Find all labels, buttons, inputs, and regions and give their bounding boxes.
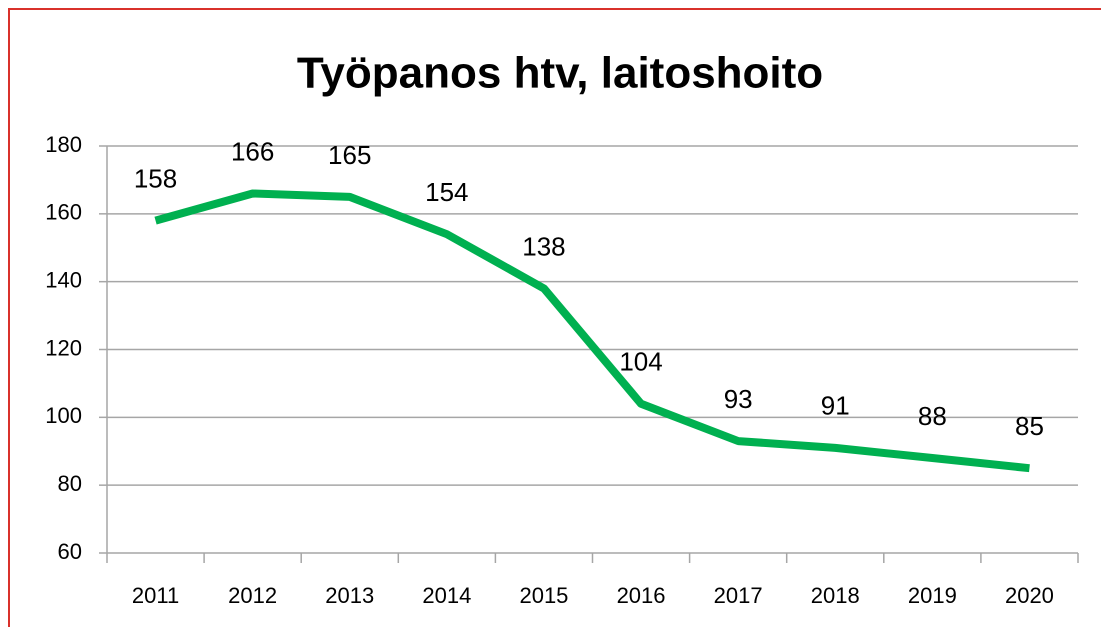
x-tick-label: 2011 xyxy=(132,583,179,608)
data-label: 85 xyxy=(1015,411,1044,441)
y-tick-label: 100 xyxy=(45,403,82,428)
data-label: 93 xyxy=(724,384,753,414)
chart-border xyxy=(8,8,1101,627)
x-tick-label: 2016 xyxy=(617,583,666,608)
data-label: 104 xyxy=(619,347,662,377)
data-label: 88 xyxy=(918,401,947,431)
x-tick-label: 2013 xyxy=(325,583,374,608)
data-label: 165 xyxy=(328,140,371,170)
y-tick-label: 60 xyxy=(58,539,82,564)
y-tick-label: 160 xyxy=(45,200,82,225)
data-label: 138 xyxy=(522,231,565,261)
x-tick-label: 2017 xyxy=(714,583,763,608)
x-tick-label: 2012 xyxy=(228,583,277,608)
x-tick-label: 2014 xyxy=(422,583,471,608)
data-label: 154 xyxy=(425,177,468,207)
x-tick-label: 2020 xyxy=(1005,583,1054,608)
data-label: 91 xyxy=(821,391,850,421)
line-series xyxy=(154,189,1030,473)
data-label: 158 xyxy=(134,163,177,193)
x-tick-label: 2018 xyxy=(811,583,860,608)
y-tick-label: 180 xyxy=(45,132,82,157)
x-tick-label: 2015 xyxy=(519,583,568,608)
chart-title: Työpanos htv, laitoshoito xyxy=(297,49,823,98)
y-tick-label: 120 xyxy=(45,335,82,360)
x-tick-label: 2019 xyxy=(908,583,957,608)
y-tick-label: 140 xyxy=(45,267,82,292)
data-label: 166 xyxy=(231,136,274,166)
y-tick-label: 80 xyxy=(58,471,82,496)
